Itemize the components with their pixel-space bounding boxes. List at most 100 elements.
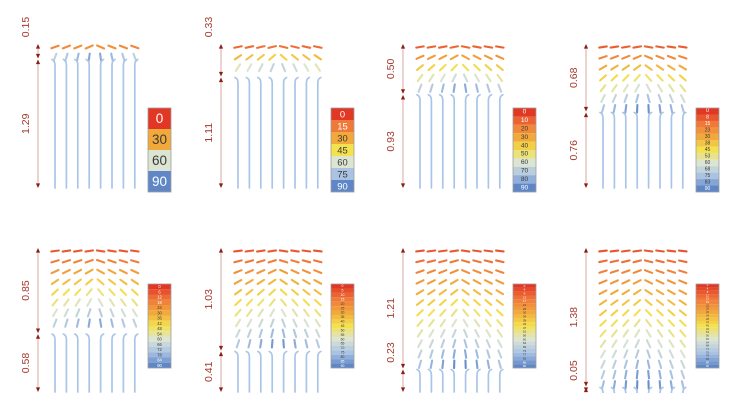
director-segment (611, 359, 617, 369)
director-rod (427, 368, 433, 393)
colorbar-cell (330, 323, 354, 329)
panel-1: 0.15 1.29 0 30 60 90 (20, 17, 172, 193)
dimension-top-arrowhead-down (583, 106, 588, 112)
colorbar-cell (513, 166, 536, 176)
director-segment (666, 64, 676, 71)
director-segment (63, 308, 70, 318)
director-segment (462, 73, 469, 83)
director-segment (667, 339, 674, 348)
director-segment (257, 308, 264, 318)
director-segment (95, 249, 106, 253)
director-segment (131, 308, 138, 318)
director-segment (680, 104, 685, 114)
director-rod (632, 386, 638, 394)
colorbar-cell (513, 284, 536, 288)
director-rod (621, 111, 627, 189)
colorbar-cell (148, 315, 171, 321)
director-rod (62, 58, 68, 189)
director-segment (623, 380, 627, 390)
director-rod (282, 76, 287, 189)
segment-row (415, 54, 505, 61)
director-segment (96, 44, 106, 50)
director-segment (598, 289, 607, 296)
segment-row (51, 298, 139, 307)
colorbar-cell (330, 337, 354, 342)
director-segment (461, 269, 471, 275)
director-segment (475, 359, 479, 370)
director-segment (485, 329, 492, 338)
director-segment (486, 349, 491, 359)
director-segment (644, 74, 652, 82)
director-segment (473, 308, 481, 317)
segment-row (417, 339, 503, 349)
director-rod (305, 76, 310, 189)
director-segment (234, 328, 241, 338)
director-segment (292, 328, 297, 339)
director-segment (473, 63, 481, 72)
dimension-top-arrowhead-down (218, 71, 223, 77)
director-segment (643, 279, 653, 285)
director-segment (666, 289, 676, 296)
director-segment (267, 278, 276, 286)
colorbar-cell (513, 360, 536, 365)
director-segment (258, 338, 262, 349)
colorbar-cell (148, 326, 171, 332)
panel-6: 1.03 0.41 05101520253035404550556065707580… (203, 248, 354, 393)
colorbar-cell (330, 168, 354, 181)
director-segment (623, 359, 628, 369)
director-segment (597, 45, 608, 49)
director-rod (62, 333, 68, 393)
director-segment (460, 259, 471, 264)
director-segment (645, 83, 651, 93)
director-rod (658, 386, 664, 394)
director-segment (257, 63, 264, 73)
colorbar-cell (513, 326, 536, 330)
director-segment (497, 349, 503, 359)
colorbar-cell (695, 324, 719, 328)
director-segment (61, 44, 72, 50)
director-segment (132, 52, 138, 62)
director-segment (461, 63, 470, 72)
director-segment (654, 45, 665, 49)
director-segment (291, 308, 298, 318)
director-segment (107, 278, 117, 286)
director-segment (428, 73, 435, 83)
colorbar-cell-label: 4 (524, 288, 526, 292)
director-segment (461, 54, 470, 61)
director-rod (610, 111, 615, 189)
colorbar-cell-label: 66 (157, 342, 162, 347)
director-segment (475, 349, 479, 359)
director-segment (290, 53, 299, 61)
colorbar: 0491317212630343943475156606469737781869… (512, 283, 537, 369)
colorbar-cell-label: 15 (340, 297, 344, 301)
director-segment (621, 309, 630, 317)
dimension-top-arrowhead-up (35, 248, 41, 253)
director-segment (623, 369, 628, 380)
director-rod (476, 368, 481, 393)
colorbar-cell-label: 64 (706, 340, 709, 344)
director-segment (460, 249, 471, 253)
director-segment (313, 298, 322, 307)
director-segment (632, 64, 641, 71)
director-segment (621, 64, 630, 71)
director-segment (417, 349, 423, 359)
colorbar-cell-label: 40 (340, 320, 344, 324)
colorbar-cell-label: 75 (704, 173, 710, 179)
colorbar-cell-label: 8 (706, 115, 709, 121)
colorbar-cell-label: 75 (337, 169, 347, 180)
colorbar-cell (695, 185, 719, 193)
director-segment (598, 64, 607, 71)
colorbar-cell (695, 290, 719, 295)
director-segment (669, 104, 673, 114)
dimension-top-label: 0.85 (20, 280, 32, 301)
director-rod (438, 93, 444, 189)
director-segment (632, 279, 642, 285)
director-segment (620, 54, 630, 60)
director-rod (85, 333, 91, 393)
dimension-annotations: 1.21 0.23 (385, 248, 406, 392)
director-segment (244, 45, 254, 49)
colorbar-cell-label: 24 (157, 305, 162, 310)
colorbar-cell-label: 42 (157, 321, 162, 326)
director-rod (293, 76, 299, 189)
director-segment (484, 309, 493, 317)
